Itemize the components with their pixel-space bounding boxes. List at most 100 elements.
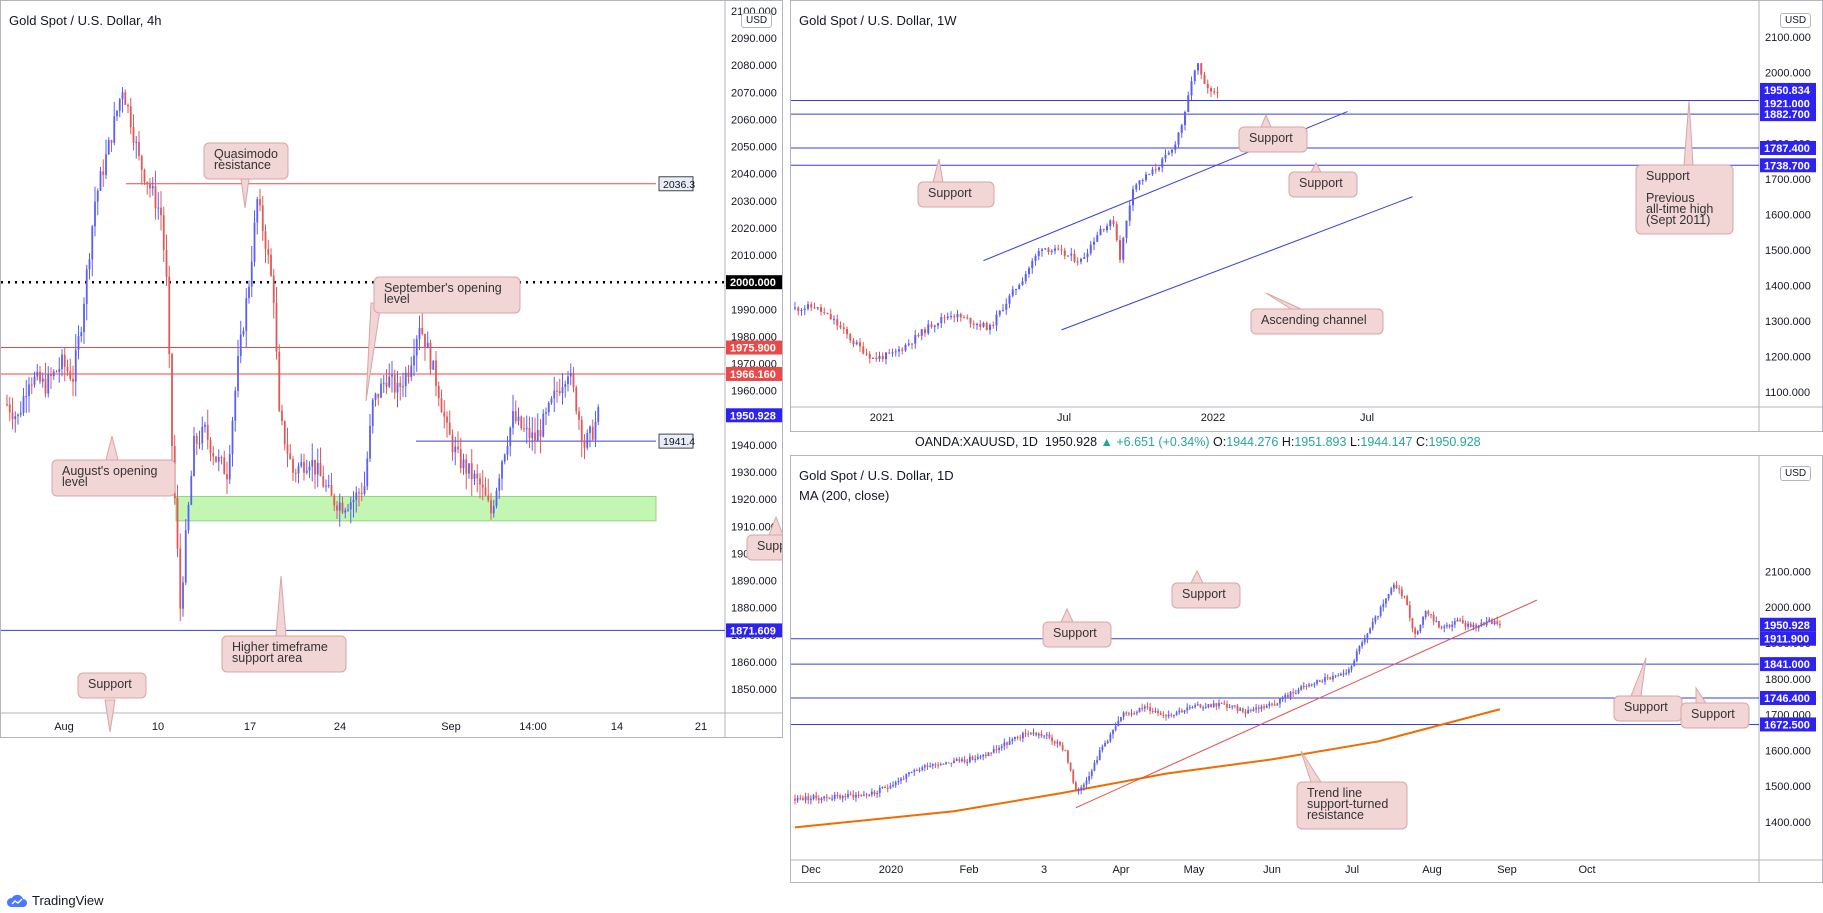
candle-4h-body — [300, 462, 303, 467]
currency-badge-1w[interactable]: USD — [1780, 13, 1812, 28]
tradingview-brand[interactable]: TradingView — [6, 893, 104, 908]
candle-1d-body — [929, 765, 932, 767]
candle-4h-body — [424, 333, 426, 349]
candle-1w-body — [1044, 248, 1047, 250]
candle-1w-body — [800, 310, 803, 312]
candle-4h-body — [96, 190, 99, 202]
candle-4h-body — [22, 396, 25, 413]
callout-w-ath-text: Previous — [1646, 191, 1695, 205]
candle-4h-body — [479, 478, 481, 485]
chart-4h-panel[interactable]: 2036.31941.41850.0001860.0001870.0001880… — [0, 0, 783, 738]
candle-1w-body — [1122, 237, 1125, 260]
chart-4h-price-tick: 2060.000 — [731, 114, 777, 126]
candle-1d-body — [1432, 614, 1435, 622]
candle-1d-body — [1191, 707, 1194, 709]
callout-w-support-1-pointer — [932, 158, 944, 183]
price-label-1w-0-text: 1950.834 — [1764, 85, 1811, 97]
ohlc-close-label: C: — [1416, 435, 1429, 449]
candle-4h-body — [481, 484, 484, 488]
currency-badge-4h[interactable]: USD — [741, 13, 773, 28]
price-label-4h-3-bg — [726, 408, 782, 423]
callout-w-support-2-box — [1238, 126, 1308, 153]
candle-1d-body — [1067, 750, 1069, 763]
callout-support-right-box — [746, 534, 782, 561]
candle-4h-body — [561, 386, 564, 394]
candle-1d-body — [1165, 715, 1167, 717]
candle-4h-body — [415, 339, 418, 356]
chart-1d-panel[interactable]: 1400.000 1500.000 1600.000 1700.000 1800.000… — [790, 455, 1823, 883]
candle-4h-body — [107, 140, 110, 155]
ohlc-open-label: O: — [1212, 435, 1227, 449]
candle-1d-body — [987, 752, 990, 757]
candle-1d-body — [1369, 628, 1371, 634]
candle-4h-body — [58, 368, 61, 372]
candle-1d-body — [1284, 695, 1287, 699]
candle-4h-body — [374, 393, 377, 400]
candle-4h-body — [151, 186, 154, 189]
candle-1d-body — [1196, 704, 1199, 706]
candle-1d-body — [995, 749, 998, 751]
candle-1w-body — [959, 314, 962, 318]
callout-w-ath-text: all-time high — [1646, 202, 1713, 216]
ma-indicator-label[interactable]: MA (200, close) — [799, 488, 890, 503]
candle-1d-body — [1469, 623, 1472, 628]
candle-4h-body — [281, 410, 283, 422]
ohlc-legend: OANDA:XAUUSD, 1D 1950.928 ▲ +6.651 (+0.3… — [915, 435, 1481, 449]
candle-1d-body — [1366, 633, 1369, 640]
currency-badge-1d[interactable]: USD — [1780, 466, 1812, 481]
chart-1w-panel[interactable]: 1100.000 1200.000 1300.000 1400.000 1500.000… — [790, 0, 1823, 432]
candle-4h-body — [465, 459, 468, 474]
candle-1d-body — [1446, 625, 1448, 627]
callout-d-trendline-text: resistance — [1307, 808, 1364, 822]
candle-1w-body — [1161, 158, 1164, 168]
candle-4h-body — [182, 582, 184, 609]
chart-4h-price-tick: 2030.000 — [731, 196, 777, 208]
chart-1d-price-tick: 1800.000 — [1765, 674, 1811, 686]
candle-4h-body — [399, 382, 402, 387]
candle-1d-body — [1226, 703, 1228, 708]
candle-4h-body — [336, 505, 338, 511]
candle-4h-body — [594, 421, 597, 440]
ohlc-last: 1950.928 — [1044, 435, 1098, 449]
candle-1d-body — [1106, 741, 1109, 743]
candle-1d-body — [931, 764, 934, 766]
candle-1w-body — [1167, 152, 1170, 155]
candle-1d-body — [1461, 620, 1464, 624]
candle-1d-body — [950, 762, 953, 764]
chart-4h-price-tick: 2050.000 — [731, 142, 777, 154]
candle-1w-body — [878, 355, 881, 359]
candle-1w-body — [1096, 235, 1099, 242]
chart-1d-svg[interactable]: 1400.0001500.0001600.0001700.0001800.000… — [791, 456, 1823, 883]
candle-4h-body — [567, 376, 569, 385]
candle-1d-body — [918, 769, 921, 771]
chart-1w-svg[interactable]: 1100.000 1200.000 1300.000 1400.000 1500.000… — [791, 1, 1823, 432]
chart-4h-svg[interactable]: 2036.31941.41850.0001860.0001870.0001880… — [1, 1, 783, 738]
candle-1w-body — [803, 308, 806, 311]
candle-4h-body — [498, 478, 501, 491]
candle-4h-body — [371, 399, 374, 426]
candle-4h-body — [451, 434, 454, 453]
candle-1w-body — [1031, 260, 1034, 269]
candle-1d-body — [1167, 714, 1170, 717]
callout-w-support-3-text: Support — [1299, 176, 1343, 190]
chart-1d-price-tick: 1400.000 — [1765, 817, 1811, 829]
candle-1w-body — [1141, 180, 1144, 182]
candle-1d-body — [828, 797, 831, 799]
candle-1d-body — [1247, 709, 1250, 714]
candle-4h-body — [550, 398, 553, 403]
chart-1d-price-tick: 1600.000 — [1765, 745, 1811, 757]
candle-4h-body — [382, 382, 385, 384]
candle-1d-body — [1016, 736, 1019, 738]
candle-1w-body — [1060, 249, 1063, 251]
candle-4h-body — [333, 495, 336, 506]
candle-4h-body — [17, 414, 19, 417]
candle-4h-body — [85, 269, 88, 305]
candle-4h-body — [52, 371, 55, 377]
candle-4h-body — [473, 473, 476, 480]
candle-1d-body — [820, 798, 823, 800]
chart-4h-price-tick: 1850.000 — [731, 684, 777, 696]
candle-1d-body — [1374, 616, 1377, 622]
candle-1w-body — [859, 342, 861, 347]
candle-4h-body — [30, 384, 33, 386]
candle-4h-body — [525, 427, 528, 429]
